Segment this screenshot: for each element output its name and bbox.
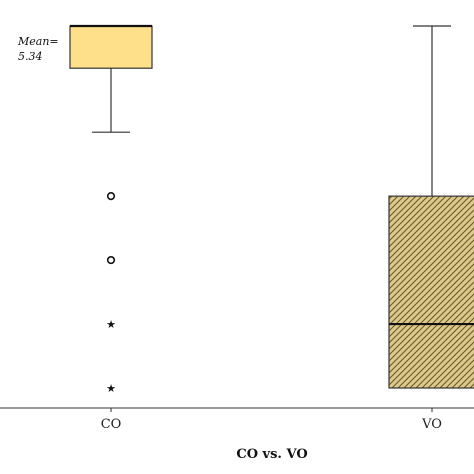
x-tick-label-co: CO: [101, 417, 122, 432]
mean-annotation-value-1: 5.34: [18, 50, 43, 63]
box-vo: [388, 195, 474, 389]
outlier-point-co-2: [106, 255, 116, 265]
x-tick-label-vo: VO: [421, 417, 442, 432]
x-axis-title: CO vs. VO: [236, 447, 307, 462]
extreme-point-co-1: ★: [106, 318, 116, 331]
mean-annotation-label-1: Mean=: [17, 35, 59, 48]
plot-area: ★ ★ Mean= 5.34: [17, 24, 474, 395]
x-axis-ticks: CO VO: [101, 408, 442, 432]
box-co: [69, 25, 153, 69]
outlier-point-co-1: [106, 192, 116, 201]
extreme-point-co-2: ★: [106, 382, 116, 395]
